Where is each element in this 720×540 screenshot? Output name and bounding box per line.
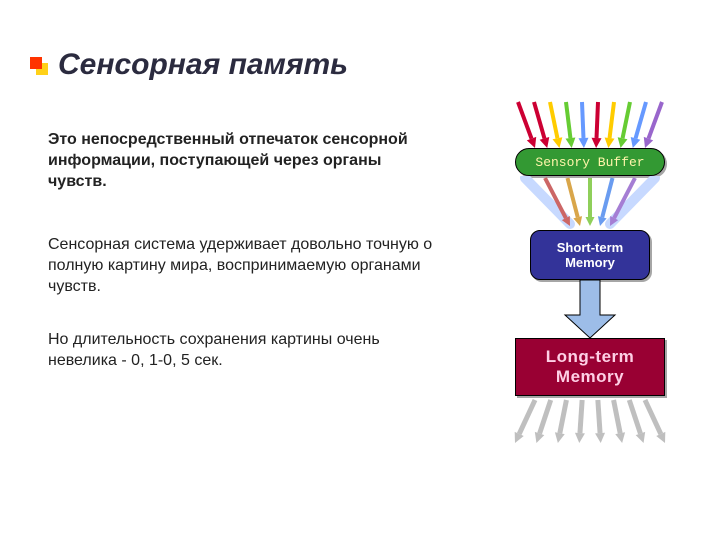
ltm-label-1: Long-term	[546, 347, 635, 367]
stm-to-ltm-arrow-icon	[560, 280, 620, 340]
output-arrows-icon	[500, 398, 680, 453]
sensory-to-stm-arrows-icon	[515, 176, 665, 232]
long-term-memory-box: Long-term Memory	[515, 338, 665, 396]
memory-diagram: Sensory Buffer Short-term Memory Long-te…	[500, 100, 680, 460]
title-bullet-icon	[30, 57, 46, 73]
sensory-buffer-box: Sensory Buffer	[515, 148, 665, 176]
stm-label-2: Memory	[565, 255, 615, 270]
title-row: Сенсорная память	[30, 48, 348, 82]
paragraph-2: Сенсорная система удерживает довольно то…	[48, 235, 443, 297]
ltm-label-2: Memory	[556, 367, 624, 387]
short-term-memory-box: Short-term Memory	[530, 230, 650, 280]
stm-label-1: Short-term	[557, 240, 623, 255]
page-title: Сенсорная память	[58, 48, 348, 82]
input-arrows-icon	[500, 100, 680, 150]
sensory-buffer-label: Sensory Buffer	[535, 155, 644, 170]
paragraph-1: Это непосредственный отпечаток сенсорной…	[48, 130, 443, 192]
paragraph-3: Но длительность сохранения картины очень…	[48, 330, 443, 372]
